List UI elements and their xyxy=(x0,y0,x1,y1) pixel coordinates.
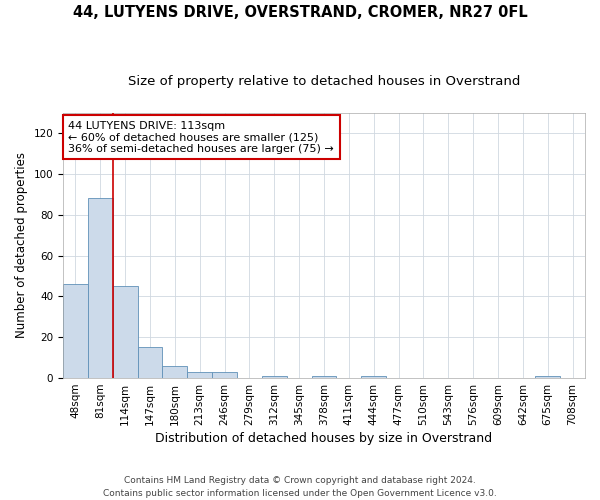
Bar xyxy=(88,198,113,378)
Text: Contains HM Land Registry data © Crown copyright and database right 2024.
Contai: Contains HM Land Registry data © Crown c… xyxy=(103,476,497,498)
Text: 44 LUTYENS DRIVE: 113sqm
← 60% of detached houses are smaller (125)
36% of semi-: 44 LUTYENS DRIVE: 113sqm ← 60% of detach… xyxy=(68,120,334,154)
Text: 44, LUTYENS DRIVE, OVERSTRAND, CROMER, NR27 0FL: 44, LUTYENS DRIVE, OVERSTRAND, CROMER, N… xyxy=(73,5,527,20)
Y-axis label: Number of detached properties: Number of detached properties xyxy=(15,152,28,338)
X-axis label: Distribution of detached houses by size in Overstrand: Distribution of detached houses by size … xyxy=(155,432,493,445)
Bar xyxy=(535,376,560,378)
Bar xyxy=(163,366,187,378)
Bar xyxy=(137,348,163,378)
Bar xyxy=(311,376,337,378)
Title: Size of property relative to detached houses in Overstrand: Size of property relative to detached ho… xyxy=(128,75,520,88)
Bar xyxy=(361,376,386,378)
Bar xyxy=(187,372,212,378)
Bar xyxy=(262,376,287,378)
Bar xyxy=(63,284,88,378)
Bar xyxy=(113,286,137,378)
Bar xyxy=(212,372,237,378)
